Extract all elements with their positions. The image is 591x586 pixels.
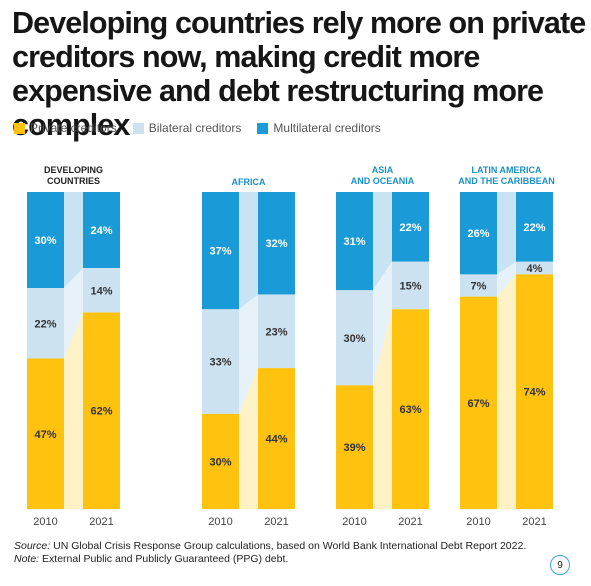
data-label-bilateral-group-1-2021: 23% [265, 326, 287, 338]
connector-private-group-3 [497, 274, 516, 509]
stacked-bar-chart: 30% 22% 47% 2010 24% 14% 62% 2021 DEVELOPINGCOUN… [27, 165, 555, 528]
bar-private-group-0-2021 [83, 312, 120, 509]
bar-private-group-0-2010 [27, 358, 64, 509]
group-title-2-line-0: ASIA [372, 165, 394, 175]
data-label-multilateral-group-3-2021: 22% [523, 222, 545, 234]
bar-bilateral-group-0-2021 [83, 268, 120, 313]
group-title-2-line-1: AND OCEANIA [351, 176, 415, 186]
bar-bilateral-group-2-2021 [392, 261, 429, 310]
bar-multilateral-group-0-2010 [27, 192, 64, 289]
bar-private-group-1-2010 [202, 413, 239, 509]
data-label-bilateral-group-3-2010: 7% [471, 281, 487, 293]
year-label-group-0-2021: 2021 [89, 516, 113, 528]
source-text: UN Global Crisis Response Group calculat… [50, 540, 527, 552]
bar-private-group-2-2021 [392, 309, 429, 509]
source-line: Source: UN Global Crisis Response Group … [14, 540, 526, 553]
note-text: External Public and Publicly Guaranteed … [39, 553, 289, 565]
legend-swatch-private [14, 122, 25, 134]
connector-multilateral-group-0 [64, 192, 83, 289]
group-title-1-line-0: AFRICA [232, 177, 266, 187]
data-label-bilateral-group-2-2010: 30% [343, 333, 365, 345]
bar-bilateral-group-2-2010 [336, 290, 373, 386]
bar-multilateral-group-0-2021 [83, 192, 120, 269]
bar-multilateral-group-2-2021 [392, 192, 429, 262]
bar-bilateral-group-1-2010 [202, 309, 239, 414]
connector-multilateral-group-2 [373, 192, 392, 291]
year-label-group-1-2021: 2021 [264, 516, 288, 528]
bar-bilateral-group-0-2010 [27, 288, 64, 359]
bar-bilateral-group-3-2021 [516, 261, 553, 275]
data-label-bilateral-group-0-2010: 22% [34, 318, 56, 330]
data-label-private-group-0-2010: 47% [34, 429, 56, 441]
legend-label-bilateral: Bilateral creditors [148, 121, 242, 135]
connector-bilateral-group-3 [497, 261, 516, 297]
data-label-bilateral-group-2-2021: 15% [399, 281, 421, 293]
legend-label-private: Private creditors [30, 121, 117, 135]
year-label-group-2-2010: 2010 [342, 516, 366, 528]
data-label-multilateral-group-2-2010: 31% [343, 236, 365, 248]
data-label-private-group-2-2021: 63% [399, 404, 421, 416]
connector-multilateral-group-3 [497, 192, 516, 275]
bar-private-group-1-2021 [258, 368, 295, 509]
year-label-group-2-2021: 2021 [398, 516, 422, 528]
data-label-bilateral-group-0-2021: 14% [90, 285, 112, 297]
year-label-group-3-2021: 2021 [522, 516, 546, 528]
data-label-private-group-1-2010: 30% [209, 456, 231, 468]
bar-multilateral-group-1-2010 [202, 192, 239, 310]
data-label-bilateral-group-1-2010: 33% [209, 357, 231, 369]
bar-multilateral-group-2-2010 [336, 192, 373, 291]
bar-private-group-3-2021 [516, 274, 553, 509]
data-label-multilateral-group-0-2010: 30% [34, 235, 56, 247]
data-label-private-group-3-2021: 74% [523, 387, 545, 399]
connector-bilateral-group-1 [239, 294, 258, 414]
group-title-0-line-1: COUNTRIES [47, 176, 100, 186]
bar-multilateral-group-3-2021 [516, 192, 553, 262]
connector-bilateral-group-2 [373, 261, 392, 386]
year-label-group-1-2010: 2010 [208, 516, 232, 528]
legend-item-private: Private creditors [14, 121, 117, 135]
year-label-group-3-2010: 2010 [466, 516, 490, 528]
note-label: Note: [14, 553, 40, 565]
legend-label-multilateral: Multilateral creditors [273, 121, 381, 135]
bar-bilateral-group-1-2021 [258, 294, 295, 369]
data-label-private-group-1-2021: 44% [265, 434, 287, 446]
group-title-0-line-0: DEVELOPING [44, 165, 103, 175]
data-label-multilateral-group-1-2021: 32% [265, 238, 287, 250]
connector-private-group-1 [239, 368, 258, 509]
bar-multilateral-group-1-2021 [258, 192, 295, 295]
legend: Private creditors Bilateral creditors Mu… [14, 121, 381, 135]
data-label-multilateral-group-3-2010: 26% [467, 228, 489, 240]
data-label-bilateral-group-3-2021: 4% [527, 263, 543, 275]
page-number: 9 [550, 555, 570, 575]
legend-item-bilateral: Bilateral creditors [132, 121, 242, 135]
source-label: Source: [14, 540, 51, 552]
data-label-private-group-3-2010: 67% [467, 398, 489, 410]
group-title-3-line-1: AND THE CARIBBEAN [458, 176, 555, 186]
data-label-private-group-0-2021: 62% [90, 406, 112, 418]
connector-private-group-0 [64, 312, 83, 509]
data-label-multilateral-group-0-2021: 24% [90, 225, 112, 237]
data-label-multilateral-group-2-2021: 22% [399, 222, 421, 234]
bar-multilateral-group-3-2010 [460, 192, 497, 275]
legend-swatch-multilateral [257, 122, 269, 134]
group-title-3-line-0: LATIN AMERICA [472, 165, 542, 175]
connector-private-group-2 [373, 309, 392, 509]
legend-item-multilateral: Multilateral creditors [257, 121, 381, 135]
legend-swatch-bilateral [132, 122, 144, 134]
bar-private-group-3-2010 [460, 296, 497, 509]
data-label-multilateral-group-1-2010: 37% [209, 246, 231, 258]
data-label-private-group-2-2010: 39% [343, 442, 365, 454]
connector-bilateral-group-0 [64, 268, 83, 359]
connector-multilateral-group-1 [239, 192, 258, 310]
note-line: Note: External Public and Publicly Guara… [14, 553, 526, 566]
chart-title: Developing countries rely more on privat… [12, 6, 586, 142]
year-label-group-0-2010: 2010 [33, 516, 57, 528]
footer: Source: UN Global Crisis Response Group … [14, 540, 526, 566]
bar-private-group-2-2010 [336, 385, 373, 509]
bar-bilateral-group-3-2010 [460, 274, 497, 297]
